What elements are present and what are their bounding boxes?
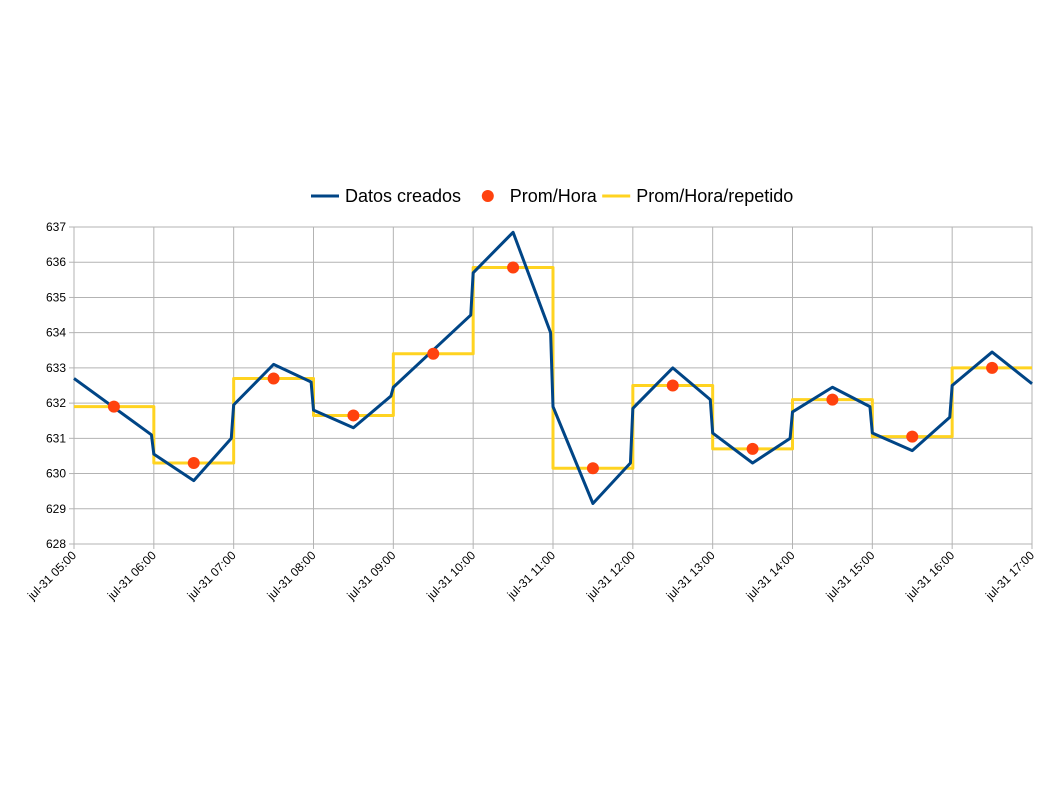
data-point bbox=[267, 372, 280, 385]
data-point bbox=[666, 379, 679, 392]
x-tick-label: jul-31 07:00 bbox=[184, 548, 239, 603]
x-tick-label: jul-31 10:00 bbox=[423, 548, 478, 603]
x-tick-label: jul-31 11:00 bbox=[504, 548, 559, 603]
x-tick-label: jul-31 08:00 bbox=[264, 548, 319, 603]
y-tick-label: 637 bbox=[46, 220, 66, 234]
y-tick-label: 628 bbox=[46, 537, 66, 551]
y-tick-label: 631 bbox=[46, 431, 66, 445]
legend: Datos creados Prom/Hora Prom/Hora/repetido bbox=[311, 186, 793, 206]
data-point bbox=[107, 400, 120, 413]
data-line bbox=[73, 230, 1033, 505]
x-tick-label: jul-31 12:00 bbox=[583, 548, 638, 603]
x-tick-label: jul-31 17:00 bbox=[982, 548, 1037, 603]
legend-marker bbox=[481, 190, 494, 202]
y-tick-label: 635 bbox=[46, 290, 66, 304]
data-point bbox=[746, 442, 759, 455]
x-tick-label: jul-31 05:00 bbox=[24, 548, 79, 603]
x-tick-label: jul-31 13:00 bbox=[663, 548, 718, 603]
y-tick-label: 633 bbox=[46, 361, 66, 375]
data-point bbox=[187, 456, 200, 469]
y-tick-label: 630 bbox=[46, 467, 66, 481]
data-point bbox=[586, 462, 599, 475]
legend-text: Prom/Hora/repetido bbox=[636, 186, 793, 206]
x-tick-label: jul-31 09:00 bbox=[343, 548, 398, 603]
y-tick-label: 636 bbox=[46, 255, 66, 269]
y-tick-label: 629 bbox=[46, 502, 66, 516]
data-point bbox=[986, 361, 999, 374]
data-point bbox=[507, 261, 520, 274]
x-tick-label: jul-31 06:00 bbox=[104, 548, 159, 603]
y-tick-label: 634 bbox=[46, 326, 66, 340]
data-point bbox=[826, 393, 839, 406]
x-tick-label: jul-31 15:00 bbox=[822, 548, 877, 603]
y-tick-label: 632 bbox=[46, 396, 66, 410]
data-point bbox=[347, 409, 360, 422]
data-point bbox=[906, 430, 919, 443]
x-tick-label: jul-31 16:00 bbox=[902, 548, 957, 603]
data-point bbox=[427, 347, 440, 360]
plot-frame bbox=[73, 226, 1033, 545]
legend-text: Datos creados bbox=[345, 186, 461, 206]
x-tick-label: jul-31 14:00 bbox=[743, 548, 798, 603]
legend-text: Prom/Hora bbox=[510, 186, 598, 206]
